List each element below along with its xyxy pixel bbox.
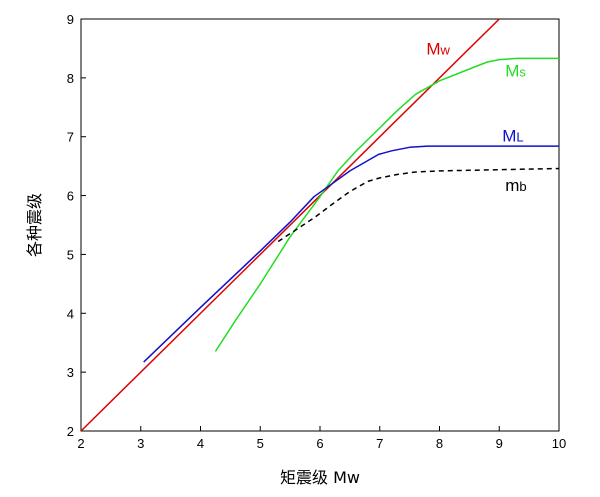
x-tick-label: 2 [77, 436, 84, 451]
series-layer [81, 19, 559, 431]
series-ms-line [214, 57, 559, 352]
x-tick-label: 4 [197, 436, 204, 451]
y-tick-label: 7 [67, 130, 74, 145]
series-ml-label: ML [502, 126, 523, 145]
x-tick-label: 6 [316, 436, 323, 451]
x-tick-label: 10 [552, 436, 566, 451]
x-tick-label: 5 [257, 436, 264, 451]
series-mw-line [81, 19, 500, 431]
y-tick-label: 6 [67, 189, 74, 204]
series-mw-label: Mw [426, 39, 450, 58]
x-tick-label: 8 [436, 436, 443, 451]
plot-area [80, 18, 560, 432]
series-labels-layer: Mw Ms ML mb [426, 39, 526, 195]
y-tick-label: 8 [67, 71, 74, 86]
y-tick-label: 2 [67, 424, 74, 439]
ticks-layer: 2 3 4 5 6 7 8 9 10 2 3 4 5 6 7 8 9 [67, 12, 566, 451]
series-ml-line [143, 145, 559, 363]
y-tick-label: 3 [67, 365, 74, 380]
y-axis-title: 各种震级 [25, 193, 44, 257]
x-tick-label: 7 [376, 436, 383, 451]
y-tick-label: 5 [67, 247, 74, 262]
series-ms-label: Ms [505, 62, 526, 81]
series-mb-line [277, 167, 559, 243]
series-mb-label: mb [505, 176, 526, 195]
x-axis-title: 矩震级 Mw [280, 468, 360, 487]
x-tick-label: 3 [137, 436, 144, 451]
y-tick-label: 9 [67, 12, 74, 27]
x-tick-label: 9 [496, 436, 503, 451]
y-tick-label: 4 [67, 306, 74, 321]
